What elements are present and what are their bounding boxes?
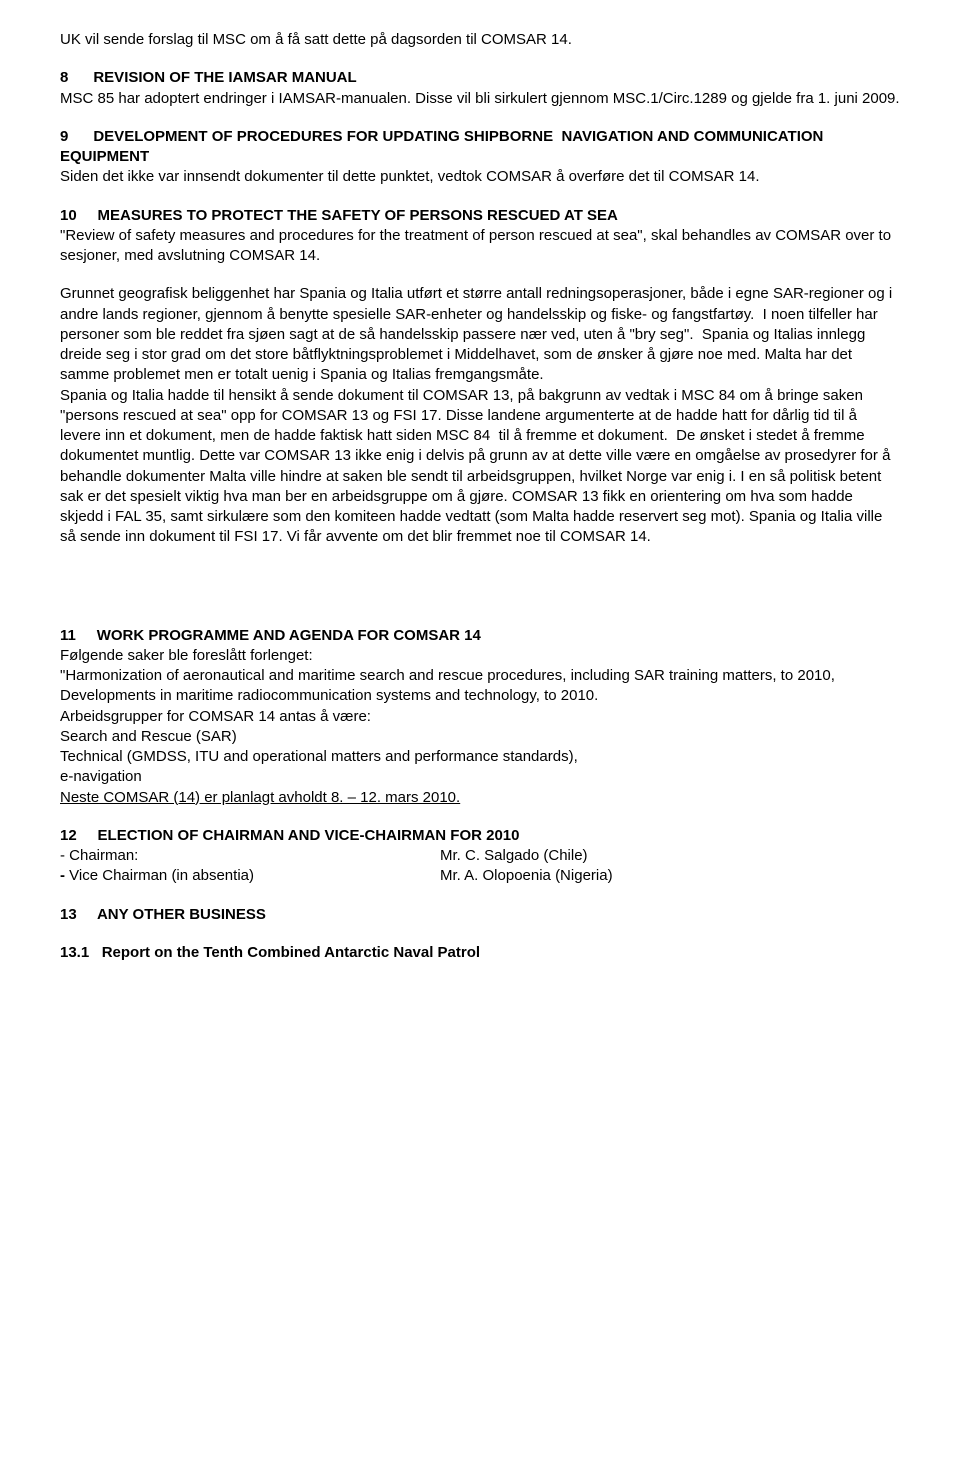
section-9: 9 DEVELOPMENT OF PROCEDURES FOR UPDATING… [60, 127, 900, 188]
section-11-line4: Arbeidsgrupper for COMSAR 14 antas å vær… [60, 707, 900, 727]
section-10-para3: Spania og Italia hadde til hensikt å sen… [60, 386, 900, 548]
section-13-1-heading: 13.1 Report on the Tenth Combined Antarc… [60, 943, 900, 963]
section-12-row1: - Chairman: Mr. C. Salgado (Chile) [60, 846, 900, 866]
section-11: 11 WORK PROGRAMME AND AGENDA FOR COMSAR … [60, 626, 900, 808]
vice-chairman-name: Mr. A. Olopoenia (Nigeria) [440, 866, 613, 886]
section-13: 13 ANY OTHER BUSINESS [60, 905, 900, 925]
section-11-line5: Search and Rescue (SAR) [60, 727, 900, 747]
section-10-para2: Grunnet geografisk beliggenhet har Spani… [60, 284, 900, 385]
chairman-name: Mr. C. Salgado (Chile) [440, 846, 588, 866]
text: Grunnet geografisk beliggenhet har Spani… [60, 285, 892, 383]
vc-text: Vice Chairman (in absentia) [69, 867, 254, 884]
text: UK vil sende forslag til MSC om å få sat… [60, 31, 572, 48]
section-8-body: MSC 85 har adoptert endringer i IAMSAR-m… [60, 89, 900, 109]
dash: - [60, 867, 69, 884]
section-13-1: 13.1 Report on the Tenth Combined Antarc… [60, 943, 900, 963]
section-11-line1: Følgende saker ble foreslått forlenget: [60, 646, 900, 666]
section-11-line2: "Harmonization of aeronautical and marit… [60, 666, 900, 686]
section-11-line6: Technical (GMDSS, ITU and operational ma… [60, 747, 900, 767]
section-12: 12 ELECTION OF CHAIRMAN AND VICE-CHAIRMA… [60, 826, 900, 887]
text: Spania og Italia hadde til hensikt å sen… [60, 387, 890, 546]
chairman-label: - Chairman: [60, 846, 440, 866]
section-10: 10 MEASURES TO PROTECT THE SAFETY OF PER… [60, 206, 900, 267]
section-11-line7: e-navigation [60, 767, 900, 787]
section-9-heading: 9 DEVELOPMENT OF PROCEDURES FOR UPDATING… [60, 127, 900, 168]
section-10-body: "Review of safety measures and procedure… [60, 226, 900, 267]
section-8: 8 REVISION OF THE IAMSAR MANUAL MSC 85 h… [60, 68, 900, 109]
section-9-body: Siden det ikke var innsendt dokumenter t… [60, 167, 900, 187]
section-11-line8: Neste COMSAR (14) er planlagt avholdt 8.… [60, 788, 900, 808]
spacer [60, 566, 900, 626]
section-10-heading: 10 MEASURES TO PROTECT THE SAFETY OF PER… [60, 206, 900, 226]
paragraph-intro: UK vil sende forslag til MSC om å få sat… [60, 30, 900, 50]
section-13-heading: 13 ANY OTHER BUSINESS [60, 905, 900, 925]
section-8-heading: 8 REVISION OF THE IAMSAR MANUAL [60, 68, 900, 88]
section-11-heading: 11 WORK PROGRAMME AND AGENDA FOR COMSAR … [60, 626, 900, 646]
section-12-row2: - Vice Chairman (in absentia) Mr. A. Olo… [60, 866, 900, 886]
text: MSC 85 har adoptert endringer i IAMSAR-m… [60, 90, 900, 107]
section-11-line3: Developments in maritime radiocommunicat… [60, 686, 900, 706]
section-12-heading: 12 ELECTION OF CHAIRMAN AND VICE-CHAIRMA… [60, 826, 900, 846]
vice-chairman-label: - Vice Chairman (in absentia) [60, 866, 440, 886]
text: "Review of safety measures and procedure… [60, 227, 891, 264]
text: Siden det ikke var innsendt dokumenter t… [60, 168, 760, 185]
